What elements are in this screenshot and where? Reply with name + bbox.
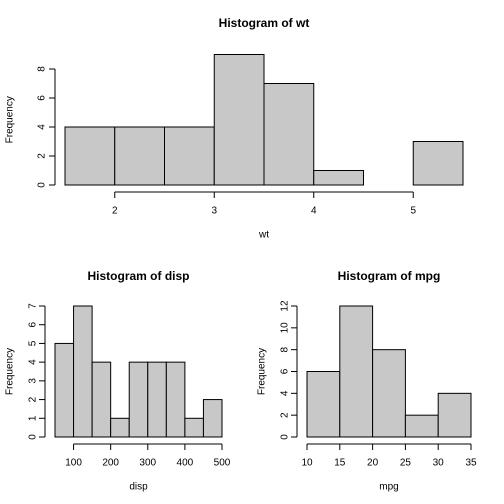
x-tick-label: 5 — [410, 206, 416, 217]
x-tick-label: 30 — [433, 458, 445, 469]
y-tick-label: 6 — [37, 95, 48, 101]
bar — [404, 414, 439, 438]
chart-title: Histogram of mpg — [338, 269, 441, 283]
y-tick-label: 6 — [280, 368, 291, 374]
x-axis-label: disp — [129, 482, 148, 493]
chart-title: Histogram of wt — [219, 16, 310, 30]
bar — [213, 54, 265, 186]
y-tick-label: 8 — [37, 66, 48, 72]
x-tick-label: 2 — [112, 206, 118, 217]
bar — [202, 399, 223, 438]
bar — [73, 305, 93, 438]
bar — [306, 371, 341, 438]
y-tick-label: 12 — [280, 300, 291, 312]
y-tick-label: 5 — [28, 340, 39, 346]
bar — [263, 83, 315, 186]
y-tick-label: 0 — [280, 434, 291, 440]
x-tick-label: 4 — [311, 206, 317, 217]
x-tick-label: 200 — [102, 458, 119, 469]
bar — [91, 361, 112, 438]
bar — [147, 361, 167, 438]
y-axis-label: Frequency — [5, 348, 16, 395]
bar — [164, 126, 215, 186]
x-tick-label: 300 — [139, 458, 156, 469]
x-tick-label: 400 — [177, 458, 194, 469]
x-tick-label: 15 — [334, 458, 346, 469]
bar — [54, 342, 75, 438]
bar — [372, 349, 406, 438]
bar — [313, 170, 364, 186]
x-tick-label: 10 — [301, 458, 313, 469]
bar — [128, 361, 149, 438]
x-tick-label: 35 — [465, 458, 477, 469]
y-tick-label: 8 — [280, 346, 291, 352]
x-tick-label: 20 — [367, 458, 379, 469]
y-tick-label: 2 — [37, 153, 48, 159]
x-tick-label: 500 — [214, 458, 231, 469]
x-tick-label: 3 — [211, 206, 217, 217]
bar — [184, 417, 204, 438]
y-tick-label: 1 — [28, 415, 39, 421]
y-tick-label: 3 — [28, 378, 39, 384]
y-tick-label: 4 — [280, 390, 291, 396]
y-tick-label: 4 — [28, 359, 39, 365]
x-tick-label: 100 — [65, 458, 82, 469]
y-tick-label: 0 — [28, 434, 39, 440]
y-axis-label: Frequency — [5, 96, 16, 143]
bar — [339, 305, 374, 438]
y-axis-label: Frequency — [257, 348, 268, 395]
y-tick-label: 2 — [28, 396, 39, 402]
chart-title: Histogram of disp — [87, 269, 189, 283]
bar — [114, 126, 165, 186]
x-axis-label: wt — [258, 230, 269, 241]
bar — [64, 126, 116, 186]
bar — [412, 141, 464, 186]
bar — [110, 417, 130, 438]
y-tick-label: 10 — [280, 322, 291, 334]
y-tick-label: 0 — [37, 182, 48, 188]
y-tick-label: 6 — [28, 321, 39, 327]
bar — [437, 392, 472, 438]
y-tick-label: 7 — [28, 303, 39, 309]
x-axis-label: mpg — [379, 482, 398, 493]
x-tick-label: 25 — [400, 458, 412, 469]
y-tick-label: 4 — [37, 124, 48, 130]
y-tick-label: 2 — [280, 412, 291, 418]
bar — [165, 361, 186, 438]
